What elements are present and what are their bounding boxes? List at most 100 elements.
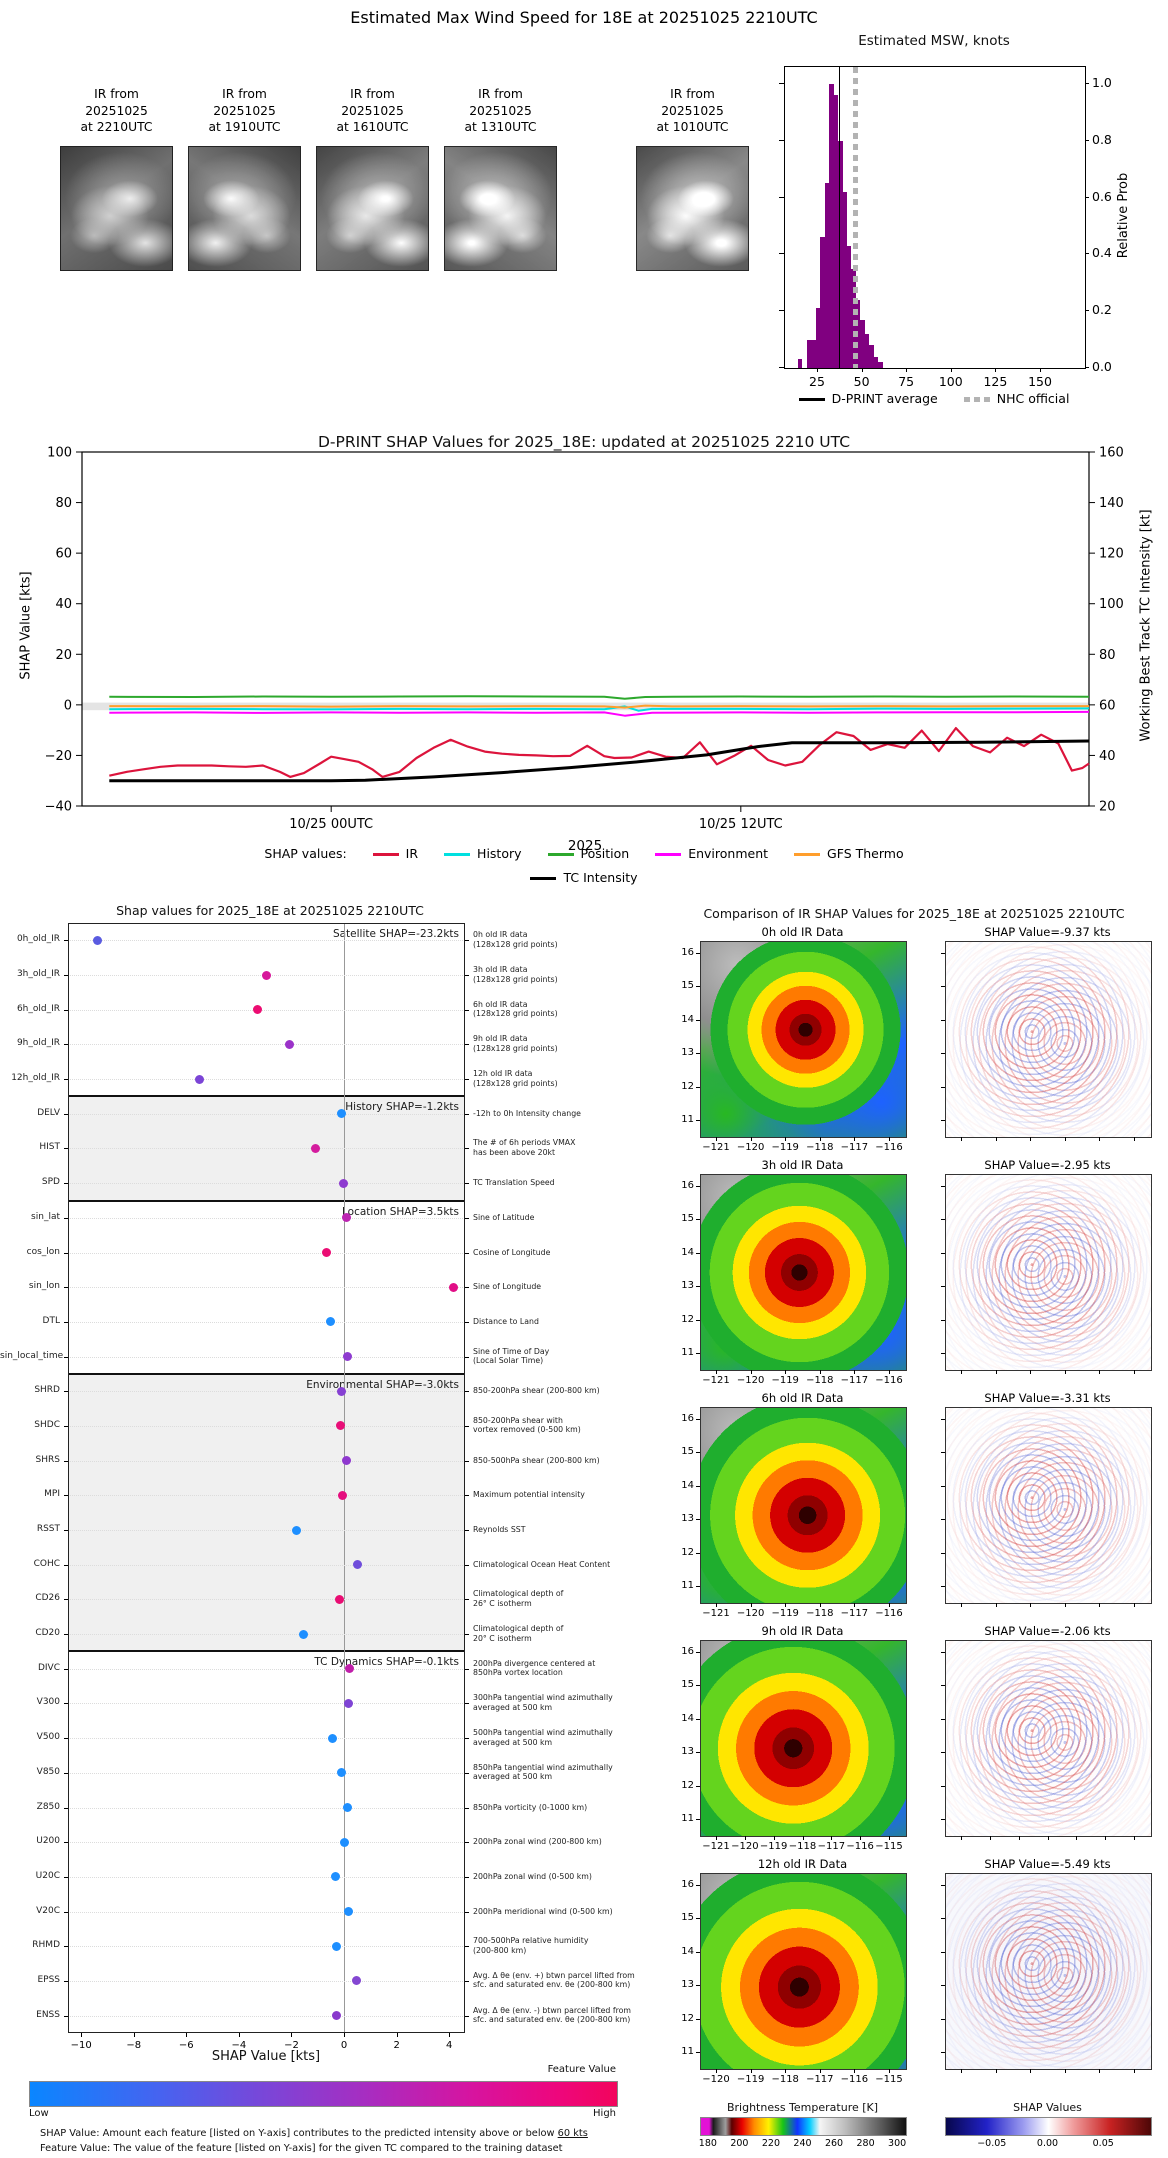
dotplot-border: [68, 923, 465, 2033]
histogram-bar: [838, 140, 843, 368]
comp-ir-xtick: [889, 1137, 890, 1141]
comp-ir-xtick-label: −115: [875, 1841, 903, 1852]
comp-ir-ytick: [696, 1519, 700, 1521]
dotplot-xtick-label: −2: [284, 2040, 299, 2051]
comp-shap-image: [945, 1640, 1152, 1837]
dprint-average-line: [838, 67, 841, 368]
hist-legend-item: NHC official: [963, 391, 1069, 406]
ts-series-Environment: [109, 710, 1090, 717]
comp-shap-xtick: [1099, 1137, 1101, 1141]
histogram-bar: [878, 362, 883, 368]
dotplot-point-CD26: [334, 1594, 344, 1604]
dotplot-desc-tick: [465, 1079, 469, 1081]
dashed-line-swatch: [963, 397, 990, 402]
comp-ir-xtick-label: −117: [840, 1142, 869, 1153]
dotplot-row-guide: [68, 1113, 465, 1115]
comp-shap-ytick: [941, 1519, 945, 1521]
hist-xtick-label: 150: [1028, 374, 1052, 389]
comp-ir-ytick: [696, 1985, 700, 1987]
dotplot-row-guide: [68, 1217, 465, 1219]
dotplot-section-bg: [68, 1373, 465, 1652]
dotplot-ytick: [64, 1703, 68, 1705]
feature-desc: Avg. Δ θe (env. -) btwn parcel lifted fr…: [473, 2005, 631, 2025]
histogram-title: Estimated MSW, knots: [858, 33, 1010, 49]
dotplot-row-guide: [68, 940, 465, 942]
dotplot-point-ENSS: [332, 2011, 342, 2021]
comp-shap-xtick: [961, 1137, 962, 1141]
dotplot-feature-label: MPI: [44, 1489, 60, 1500]
ts-legend-label: TC Intensity: [563, 870, 638, 885]
comp-ir-ytick-label: 16: [681, 1180, 694, 1191]
comp-shap-xtick: [1076, 1836, 1078, 1840]
feature-desc: Sine of Time of Day (Local Solar Time): [473, 1346, 550, 1366]
dotplot-ytick: [64, 1391, 68, 1393]
dotplot-point-DIVC: [344, 1664, 354, 1674]
feature-desc: -12h to 0h Intensity change: [473, 1108, 581, 1118]
comp-ir-image: [700, 1873, 907, 2070]
timeseries-ylabel-left: SHAP Value [kts]: [18, 571, 34, 680]
ts-legend-label: GFS Thermo: [827, 846, 904, 861]
feature-desc: Climatological depth of 20° C isotherm: [473, 1624, 564, 1643]
bt-colorbar-title: Brightness Temperature [K]: [726, 2101, 879, 2114]
comp-shap-xtick: [1134, 2069, 1135, 2073]
featurevalue-colorbar: [29, 2081, 618, 2107]
comp-ir-xtick-label: −121: [702, 1608, 730, 1619]
comp-ir-xtick-label: −118: [771, 2074, 799, 2085]
colorbar-high-label: High: [593, 2108, 616, 2119]
comp-shap-ytick: [941, 1885, 945, 1886]
comp-ir-xtick-label: −120: [736, 1142, 765, 1153]
dotplot-ytick: [64, 1425, 68, 1427]
comp-shap-xtick: [1099, 2069, 1101, 2073]
comp-shap-image: [945, 1174, 1152, 1371]
comp-ir-xtick: [785, 1137, 787, 1141]
dotplot-desc-tick: [465, 1599, 469, 1601]
dotplot-ytick: [64, 1009, 68, 1011]
feature-desc: The # of 6h periods VMAX has been above …: [473, 1138, 576, 1157]
shap-colorbar-tick-label: −0.05: [977, 2138, 1007, 2149]
comp-ir-xtick-label: −119: [771, 1142, 799, 1153]
dotplot-row-guide: [68, 1252, 465, 1254]
footnote-shap-underline: 60 kts: [557, 2128, 588, 2139]
line-swatch: [794, 853, 821, 856]
dotplot-point-DTL: [326, 1317, 336, 1327]
ts-legend-item: TC Intensity: [530, 870, 638, 885]
ts-ytick-right-label: 100: [1099, 597, 1124, 612]
ir-thumbnail-label: IR from 20251025 at 1010UTC: [656, 87, 729, 135]
comp-ir-xtick-label: −121: [702, 1375, 730, 1386]
hist-ytick-label: 0.8: [1092, 131, 1112, 147]
comp-shap-ytick: [941, 1785, 945, 1787]
line-swatch: [547, 853, 574, 856]
dotplot-point-U200: [340, 1837, 350, 1847]
hist-xtick-label: 25: [809, 374, 825, 389]
dotplot-ytick: [64, 1946, 68, 1948]
comp-shap-xtick: [1134, 1370, 1135, 1374]
comp-shap-image: [945, 1407, 1152, 1604]
dotplot-feature-label: 12h_old_IR: [11, 1073, 60, 1084]
dotplot-desc-tick: [465, 1530, 469, 1532]
feature-desc: Distance to Land: [473, 1316, 539, 1326]
dotplot-xtick-label: −8: [126, 2040, 142, 2051]
dotplot-feature-label: SHRD: [34, 1385, 60, 1396]
comp-ir-image: [700, 1174, 907, 1371]
shap-colorbar: [945, 2117, 1152, 2136]
comp-ir-ytick-label: 13: [681, 1280, 694, 1292]
comp-ir-ytick: [696, 1053, 700, 1055]
hist-ytick-label: 0.0: [1092, 359, 1112, 374]
histogram-bar: [855, 299, 861, 368]
comp-shap-ytick: [941, 1452, 945, 1454]
comp-shap-xtick: [1064, 1603, 1066, 1607]
dotplot-desc-tick: [465, 1772, 469, 1774]
hist-ytick-right: [1084, 367, 1089, 368]
ts-ytick-right-label: 40: [1099, 749, 1116, 764]
dotplot-desc-tick: [465, 1980, 469, 1982]
comp-shap-image: [945, 941, 1152, 1138]
hist-ytick-right: [1084, 83, 1089, 85]
feature-desc: 850-200hPa shear with vortex removed (0-…: [473, 1415, 581, 1435]
comp-ir-xtick: [750, 1370, 752, 1374]
ts-legend-label: Position: [580, 846, 630, 861]
dotplot-xtick: [133, 2033, 135, 2037]
comp-shap-ytick: [941, 1419, 945, 1420]
dotplot-ytick: [64, 1044, 68, 1046]
dotplot-desc-tick: [465, 1217, 469, 1219]
comp-shap-ytick: [941, 2052, 945, 2053]
